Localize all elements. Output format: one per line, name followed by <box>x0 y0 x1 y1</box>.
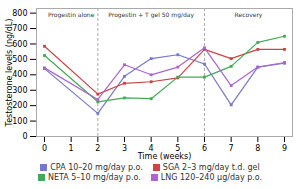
svg-text:Recovery: Recovery <box>235 11 263 19</box>
svg-text:5: 5 <box>175 144 181 154</box>
svg-text:9: 9 <box>282 144 287 153</box>
svg-text:400: 400 <box>12 70 27 79</box>
html-text:NETA 5–10 mg/day p.o.: NETA 5–10 mg/day p.o. <box>47 173 141 182</box>
svg-text:700: 700 <box>12 24 27 33</box>
svg-text:Progestin alone: Progestin alone <box>48 11 95 19</box>
svg-text:8: 8 <box>255 144 260 153</box>
svg-text:3: 3 <box>122 144 127 153</box>
svg-text:800: 800 <box>12 9 27 18</box>
html-text:LNG 120–240 μg/day p.o.: LNG 120–240 μg/day p.o. <box>160 173 263 182</box>
svg-text:0: 0 <box>22 132 27 141</box>
html-text:SGA 2–3 mg/day t.d. gel: SGA 2–3 mg/day t.d. gel <box>162 163 260 172</box>
svg-text:500: 500 <box>12 55 27 64</box>
svg-text:100: 100 <box>12 117 27 126</box>
svg-text:0: 0 <box>42 144 47 153</box>
html-text:CPA 10–20 mg/day p.o.: CPA 10–20 mg/day p.o. <box>50 163 143 172</box>
svg-text:7: 7 <box>229 144 234 153</box>
svg-text:2: 2 <box>95 144 100 153</box>
svg-text:Testosterone levels (ng/dL): Testosterone levels (ng/dL) <box>5 19 14 128</box>
svg-text:Progestin + T gel 50 mg/day: Progestin + T gel 50 mg/day <box>108 11 194 19</box>
svg-text:1: 1 <box>69 144 74 153</box>
svg-text:Time (weeks): Time (weeks) <box>137 152 192 161</box>
svg-text:200: 200 <box>12 101 27 110</box>
svg-text:4: 4 <box>148 144 154 154</box>
svg-text:300: 300 <box>12 86 27 95</box>
svg-text:6: 6 <box>202 144 207 153</box>
svg-text:600: 600 <box>12 40 27 49</box>
